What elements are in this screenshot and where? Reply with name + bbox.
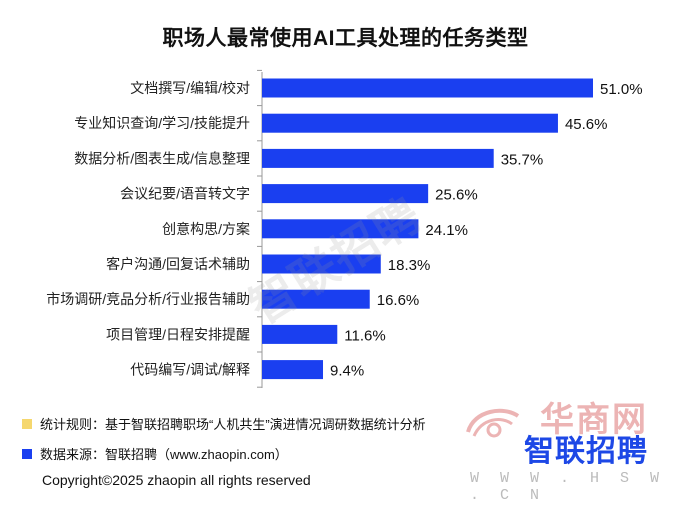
bar-4: [262, 219, 419, 239]
category-label-2: 数据分析/图表生成/信息整理: [74, 150, 250, 166]
bar-5: [262, 254, 381, 274]
zhaopin-logo: 智联招聘: [524, 435, 648, 468]
value-label-0: 51.0%: [600, 81, 643, 98]
value-label-1: 45.6%: [565, 116, 608, 133]
category-label-7: 项目管理/日程安排提醒: [106, 326, 250, 342]
chart-title: 职场人最常使用AI工具处理的任务类型: [162, 27, 529, 50]
hsw-swirl-logo-icon: [466, 408, 520, 438]
value-label-6: 16.6%: [377, 292, 420, 309]
bar-1: [262, 113, 558, 133]
bar-2: [262, 148, 494, 168]
data-source-text: 数据来源：智联招聘（www.zhaopin.com）: [40, 447, 288, 462]
bar-0: [262, 78, 593, 98]
bar-8: [262, 360, 324, 380]
value-label-7: 11.6%: [344, 327, 385, 344]
bar-7: [262, 324, 338, 344]
bar-3: [262, 184, 429, 204]
hsw-logo-text: 华商网: [540, 400, 648, 440]
copyright-text: Copyright©2025 zhaopin all rights reserv…: [42, 472, 311, 488]
category-label-4: 创意构思/方案: [162, 221, 250, 237]
category-label-0: 文档撰写/编辑/校对: [130, 80, 250, 96]
category-label-5: 客户沟通/回复话术辅助: [106, 256, 250, 272]
stat-rule-note: 统计规则：基于智联招聘职场“人机共生”演进情况调研数据统计分析: [22, 414, 426, 433]
bar-chart: 文档撰写/编辑/校对 51.0% 专业知识查询/学习/技能提升 45.6% 数据分析/图…: [46, 69, 643, 388]
category-label-6: 市场调研/竞品分析/行业报告辅助: [46, 291, 250, 307]
bar-6: [262, 289, 370, 309]
category-label-8: 代码编写/调试/解释: [130, 362, 250, 378]
value-label-3: 25.6%: [435, 187, 478, 204]
data-source-note: 数据来源：智联招聘（www.zhaopin.com）: [22, 444, 288, 463]
note-square-icon: [22, 418, 32, 429]
value-label-4: 24.1%: [425, 222, 468, 239]
value-label-2: 35.7%: [501, 151, 544, 168]
stat-rule-text: 统计规则：基于智联招聘职场“人机共生”演进情况调研数据统计分析: [40, 417, 426, 432]
category-label-1: 专业知识查询/学习/技能提升: [74, 115, 250, 131]
source-square-icon: [22, 448, 32, 459]
category-label-3: 会议纪要/语音转文字: [120, 186, 250, 202]
value-label-8: 9.4%: [330, 363, 364, 380]
value-label-5: 18.3%: [388, 257, 431, 274]
hsw-url-watermark: W W W . H S W . C N: [470, 470, 666, 504]
